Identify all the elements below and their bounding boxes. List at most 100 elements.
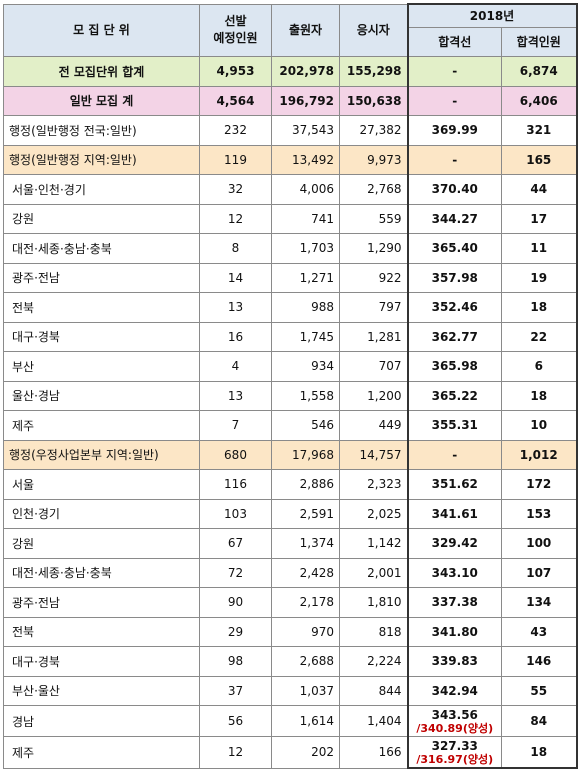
cell-examinees: 1,290 bbox=[339, 233, 408, 264]
cell-applicants: 17,968 bbox=[271, 439, 340, 470]
cell-cutline: - bbox=[406, 85, 502, 116]
cell-applicants: 13,492 bbox=[271, 144, 340, 175]
table-row: 서울·인천·경기 32 4,006 2,768 370.40 44 bbox=[3, 174, 578, 205]
cell-examinees: 449 bbox=[339, 410, 408, 441]
cell-planned: 13 bbox=[199, 292, 272, 323]
cell-cutline: 344.27 bbox=[406, 203, 502, 234]
cell-passers: 22 bbox=[500, 321, 578, 352]
cell-cutline: 369.99 bbox=[406, 115, 502, 146]
table-row: 경남 56 1,614 1,404 343.56/340.89(양성) 84 bbox=[3, 705, 578, 737]
header-applicants: 출원자 bbox=[271, 3, 340, 57]
cell-unit: 행정(우정사업본부 지역:일반) bbox=[3, 439, 200, 470]
table-row: 전 모집단위 합계 4,953 202,978 155,298-6,874 bbox=[3, 56, 578, 87]
cell-applicants: 1,703 bbox=[271, 233, 340, 264]
cell-cutline: 355.31 bbox=[406, 410, 502, 441]
cell-examinees: 1,142 bbox=[339, 528, 408, 559]
cell-passers: 134 bbox=[500, 587, 578, 618]
cell-planned: 29 bbox=[199, 616, 272, 647]
cell-applicants: 970 bbox=[271, 616, 340, 647]
cell-planned: 14 bbox=[199, 262, 272, 293]
header-year: 2018년 bbox=[406, 3, 578, 28]
cell-applicants: 2,178 bbox=[271, 587, 340, 618]
cell-passers: 19 bbox=[500, 262, 578, 293]
cell-applicants: 988 bbox=[271, 292, 340, 323]
cell-passers: 18 bbox=[500, 292, 578, 323]
cell-examinees: 150,638 bbox=[339, 85, 408, 116]
cell-examinees: 922 bbox=[339, 262, 408, 293]
cell-unit: 서울 bbox=[3, 469, 200, 500]
cell-unit: 대구·경북 bbox=[3, 646, 200, 677]
cell-applicants: 1,558 bbox=[271, 380, 340, 411]
cell-planned: 7 bbox=[199, 410, 272, 441]
cell-examinees: 559 bbox=[339, 203, 408, 234]
table-row: 제주 7 546 449 355.31 10 bbox=[3, 410, 578, 441]
cell-cutline: 341.80 bbox=[406, 616, 502, 647]
cell-applicants: 202 bbox=[271, 736, 340, 769]
cell-applicants: 1,745 bbox=[271, 321, 340, 352]
cell-examinees: 9,973 bbox=[339, 144, 408, 175]
cell-planned: 119 bbox=[199, 144, 272, 175]
cell-cutline: 357.98 bbox=[406, 262, 502, 293]
cell-examinees: 1,810 bbox=[339, 587, 408, 618]
cell-cutline: 362.77 bbox=[406, 321, 502, 352]
cell-applicants: 546 bbox=[271, 410, 340, 441]
cell-examinees: 155,298 bbox=[339, 56, 408, 87]
table-row: 부산 4 934 707 365.98 6 bbox=[3, 351, 578, 382]
cell-unit: 강원 bbox=[3, 203, 200, 234]
cell-planned: 90 bbox=[199, 587, 272, 618]
cell-examinees: 2,323 bbox=[339, 469, 408, 500]
cell-cutline: 342.94 bbox=[406, 675, 502, 706]
table-row: 대전·세종·충남·충북 8 1,703 1,290 365.40 11 bbox=[3, 233, 578, 264]
cell-cutline: 339.83 bbox=[406, 646, 502, 677]
cell-unit: 광주·전남 bbox=[3, 587, 200, 618]
cell-passers: 84 bbox=[500, 705, 578, 737]
cell-cutline: - bbox=[406, 439, 502, 470]
cell-unit: 광주·전남 bbox=[3, 262, 200, 293]
table-row: 대구·경북 16 1,745 1,281 362.77 22 bbox=[3, 321, 578, 352]
cell-unit: 부산 bbox=[3, 351, 200, 382]
cell-planned: 72 bbox=[199, 557, 272, 588]
table-body: 전 모집단위 합계 4,953 202,978 155,298-6,874 일반 모집 … bbox=[3, 56, 578, 769]
cell-planned: 4 bbox=[199, 351, 272, 382]
cell-unit: 제주 bbox=[3, 410, 200, 441]
table-row: 전북 13 988 797 352.46 18 bbox=[3, 292, 578, 323]
table-row: 강원 12 741 559 344.27 17 bbox=[3, 203, 578, 234]
header-cutline: 합격선 bbox=[406, 27, 502, 57]
cell-cutline: - bbox=[406, 56, 502, 87]
header-examinees: 응시자 bbox=[339, 3, 408, 57]
table-row: 광주·전남 14 1,271 922 357.98 19 bbox=[3, 262, 578, 293]
cell-passers: 107 bbox=[500, 557, 578, 588]
cell-applicants: 2,591 bbox=[271, 498, 340, 529]
cell-cutline: - bbox=[406, 144, 502, 175]
cell-planned: 12 bbox=[199, 736, 272, 769]
cell-passers: 146 bbox=[500, 646, 578, 677]
cell-applicants: 196,792 bbox=[271, 85, 340, 116]
cell-examinees: 14,757 bbox=[339, 439, 408, 470]
cell-passers: 11 bbox=[500, 233, 578, 264]
cell-planned: 56 bbox=[199, 705, 272, 737]
table-row: 행정(우정사업본부 지역:일반) 680 17,968 14,757-1,012 bbox=[3, 439, 578, 470]
cell-cutline: 341.61 bbox=[406, 498, 502, 529]
cell-cutline: 365.22 bbox=[406, 380, 502, 411]
cell-cutline: 343.10 bbox=[406, 557, 502, 588]
cell-cutline: 327.33/316.97(양성) bbox=[406, 736, 502, 769]
cell-passers: 44 bbox=[500, 174, 578, 205]
cell-passers: 18 bbox=[500, 380, 578, 411]
cell-unit: 행정(일반행정 지역:일반) bbox=[3, 144, 200, 175]
cell-applicants: 2,688 bbox=[271, 646, 340, 677]
cell-unit: 대전·세종·충남·충북 bbox=[3, 557, 200, 588]
cell-applicants: 1,374 bbox=[271, 528, 340, 559]
cutline-note: /340.89(양성) bbox=[416, 721, 494, 735]
table-row: 대구·경북 98 2,688 2,224 339.83 146 bbox=[3, 646, 578, 677]
cell-unit: 경남 bbox=[3, 705, 200, 737]
cell-passers: 165 bbox=[500, 144, 578, 175]
cell-passers: 153 bbox=[500, 498, 578, 529]
cell-applicants: 1,614 bbox=[271, 705, 340, 737]
cell-passers: 6 bbox=[500, 351, 578, 382]
cell-passers: 18 bbox=[500, 736, 578, 769]
cell-passers: 55 bbox=[500, 675, 578, 706]
table-row: 제주 12 202 166 327.33/316.97(양성) 18 bbox=[3, 736, 578, 769]
header-unit: 모 집 단 위 bbox=[3, 3, 200, 57]
table-row: 행정(일반행정 지역:일반) 119 13,492 9,973-165 bbox=[3, 144, 578, 175]
header-passers: 합격인원 bbox=[500, 27, 578, 57]
